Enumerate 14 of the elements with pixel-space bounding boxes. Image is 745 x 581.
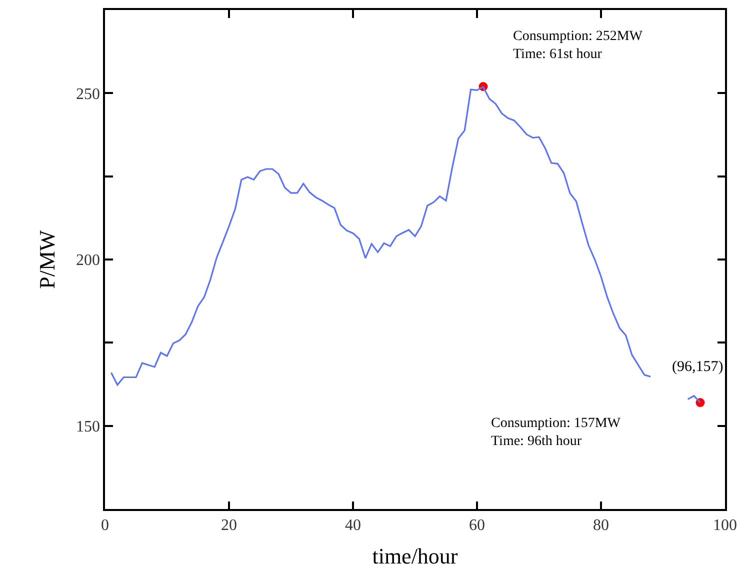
x-tick-label: 80: [593, 516, 609, 534]
x-tick-label: 40: [345, 516, 361, 534]
y-tick-label: 200: [76, 252, 100, 270]
annotation: Consumption: 157MW Time: 96th hour: [491, 416, 622, 450]
y-axis-title: P/MW: [34, 230, 60, 289]
x-axis-title: time/hour: [372, 543, 458, 568]
x-tick-label: 60: [469, 516, 485, 534]
annotation: (96,157): [672, 359, 724, 375]
x-tick-label: 20: [221, 516, 237, 534]
y-tick-label: 250: [76, 86, 100, 103]
x-tick-label: 0: [101, 516, 109, 534]
annotation: Consumption: 252MW Time: 61st hour: [513, 29, 644, 62]
x-tick-label: 100: [713, 516, 737, 534]
y-tick-label: 150: [76, 418, 100, 436]
